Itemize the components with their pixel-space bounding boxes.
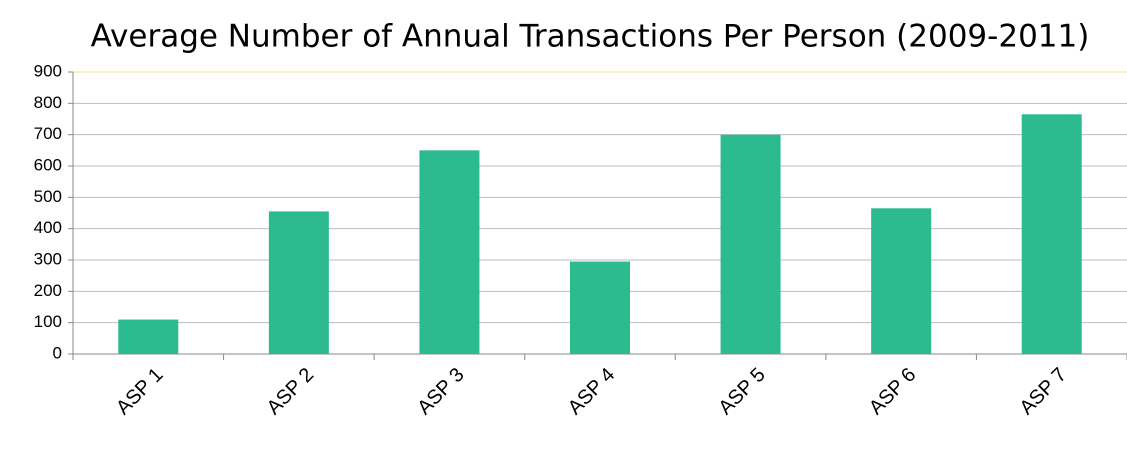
x-tick-label: ASP 3 xyxy=(413,364,468,419)
y-tick-label: 400 xyxy=(34,218,62,237)
y-tick-label: 200 xyxy=(34,281,62,300)
y-tick-label: 600 xyxy=(34,155,62,174)
x-tick-label: ASP 2 xyxy=(263,364,318,419)
x-tick-label: ASP 5 xyxy=(714,364,769,419)
bar xyxy=(268,211,329,354)
x-tick-label: ASP 4 xyxy=(564,364,619,419)
y-tick-label: 800 xyxy=(34,93,62,112)
y-tick-label: 700 xyxy=(34,124,62,143)
x-tick-label: ASP 1 xyxy=(112,364,167,419)
y-tick-label: 0 xyxy=(53,343,62,362)
chart-title: Average Number of Annual Transactions Pe… xyxy=(91,19,1090,55)
bar xyxy=(419,150,480,354)
x-tick-label: ASP 6 xyxy=(865,364,920,419)
y-tick-label: 300 xyxy=(34,249,62,268)
bar xyxy=(1021,114,1082,354)
y-tick-label: 900 xyxy=(34,61,62,80)
y-tick-label: 100 xyxy=(34,312,62,331)
bar xyxy=(871,208,932,354)
bar xyxy=(720,134,781,354)
bar xyxy=(118,319,179,354)
bar xyxy=(570,261,630,354)
x-tick-label: ASP 7 xyxy=(1016,364,1071,419)
y-tick-label: 500 xyxy=(34,187,62,206)
